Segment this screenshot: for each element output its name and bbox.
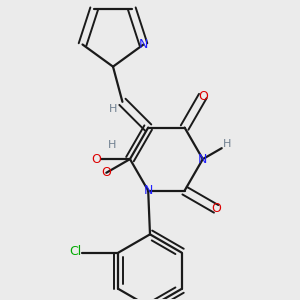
Text: O: O (198, 89, 208, 103)
Text: Cl: Cl (69, 245, 82, 258)
Text: N: N (139, 38, 148, 51)
Text: N: N (198, 153, 208, 166)
Text: O: O (92, 153, 101, 166)
Text: N: N (143, 184, 153, 197)
Text: O: O (101, 166, 111, 179)
Text: O: O (211, 202, 221, 215)
Text: H: H (108, 140, 116, 149)
Text: H: H (109, 104, 118, 114)
Text: H: H (223, 139, 231, 149)
